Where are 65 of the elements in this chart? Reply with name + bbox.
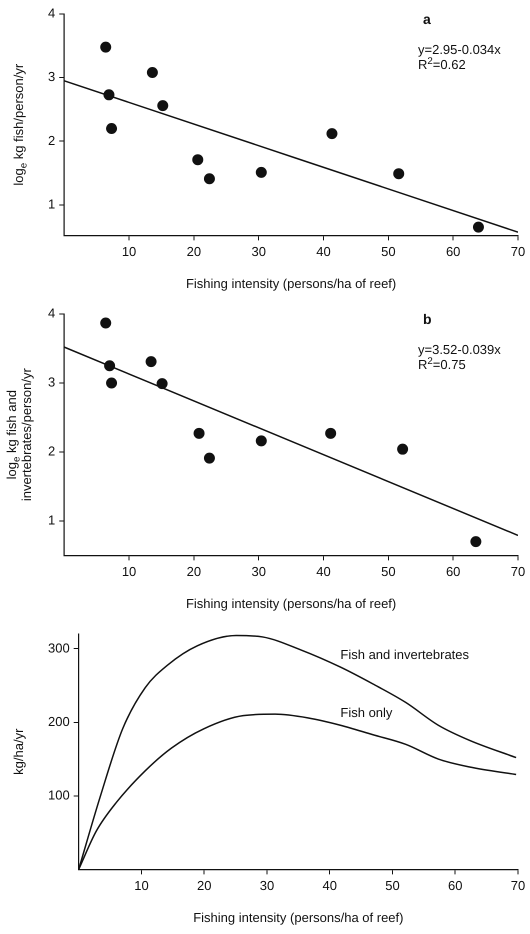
y-tick-label: 200	[48, 714, 70, 729]
y-tick-label: 3	[48, 374, 56, 390]
point	[103, 89, 114, 100]
point	[204, 173, 215, 184]
point	[157, 100, 168, 112]
point	[397, 444, 408, 455]
x-tick-label: 30	[251, 564, 266, 579]
x-tick-label: 70	[510, 878, 526, 893]
point	[100, 317, 112, 328]
x-tick-label: 30	[251, 244, 266, 259]
x-tick-label: 20	[196, 878, 212, 893]
x-tick-label: 40	[322, 878, 337, 893]
x-tick-label: 70	[510, 244, 526, 259]
y-tick-label: 1	[48, 196, 56, 212]
point	[393, 168, 404, 180]
y-tick-label: 100	[48, 787, 70, 802]
y-tick-label: 4	[48, 306, 56, 321]
point	[106, 377, 118, 388]
point	[194, 428, 205, 439]
x-tick-label: 30	[260, 878, 274, 893]
point	[104, 360, 116, 372]
x-tick-label: 50	[381, 244, 396, 259]
x-tick-label: 60	[448, 878, 462, 893]
point	[256, 166, 267, 178]
point	[470, 536, 482, 548]
x-tick-label: 50	[381, 564, 396, 579]
point	[106, 123, 118, 134]
point	[192, 154, 204, 166]
point	[472, 222, 484, 233]
y-axis-title: loge kg fish/person/yr	[11, 63, 30, 186]
point	[146, 67, 158, 78]
chart-title: a	[423, 11, 431, 27]
x-tick-label: 60	[446, 244, 460, 259]
x-tick-label: 70	[510, 564, 526, 579]
y-tick-label: 2	[48, 444, 56, 459]
point	[146, 356, 157, 368]
y-axis-title: kg/ha/yr	[11, 728, 26, 775]
x-tick-label: 50	[385, 878, 400, 893]
point	[256, 435, 267, 446]
x-tick-label: 40	[316, 564, 331, 579]
x-tick-label: 60	[446, 564, 460, 579]
series-label: Fish and invertebrates	[340, 647, 470, 662]
point	[326, 128, 338, 140]
x-axis-title: Fishing intensity (persons/ha of reef)	[186, 276, 396, 291]
x-tick-label: 10	[134, 878, 149, 893]
x-tick-label: 10	[122, 244, 136, 259]
x-axis-title: Fishing intensity (persons/ha of reef)	[193, 910, 404, 925]
point	[156, 378, 168, 390]
y-tick-label: 300	[48, 640, 70, 656]
point	[204, 452, 215, 464]
x-tick-label: 40	[316, 244, 331, 259]
x-tick-label: 20	[186, 244, 202, 259]
x-axis-title: Fishing intensity (persons/ha of reef)	[186, 596, 396, 611]
y-tick-label: 4	[48, 6, 56, 21]
point	[100, 42, 112, 53]
annotation: y=2.95-0.034x	[418, 42, 502, 57]
x-tick-label: 10	[122, 564, 136, 579]
x-tick-label: 20	[186, 564, 202, 579]
series-label: Fish only	[340, 705, 393, 720]
y-tick-label: 3	[48, 69, 56, 84]
point	[325, 428, 336, 439]
y-tick-label: 2	[48, 132, 56, 148]
annotation: y=3.52-0.039x	[418, 342, 502, 357]
chart-title: b	[423, 311, 432, 327]
y-tick-label: 1	[48, 512, 56, 528]
